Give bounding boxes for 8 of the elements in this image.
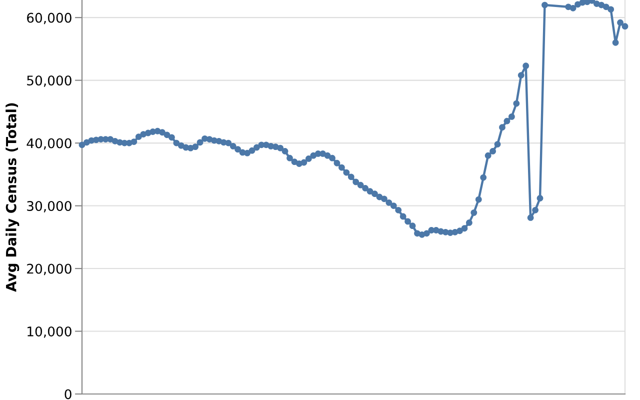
y-tick-label: 50,000 (27, 76, 72, 87)
y-tick-label: 40,000 (26, 138, 72, 150)
y-tick-label: 30,000 (27, 201, 72, 212)
y-tick-label: 10,000 (28, 326, 72, 338)
y-tick-label: 20,000 (27, 264, 72, 276)
y-tick-label: 0 (64, 389, 72, 400)
y-tick-label: 60,000 (27, 12, 72, 24)
y-axis-title: Avg Daily Census (Total) (6, 103, 20, 292)
